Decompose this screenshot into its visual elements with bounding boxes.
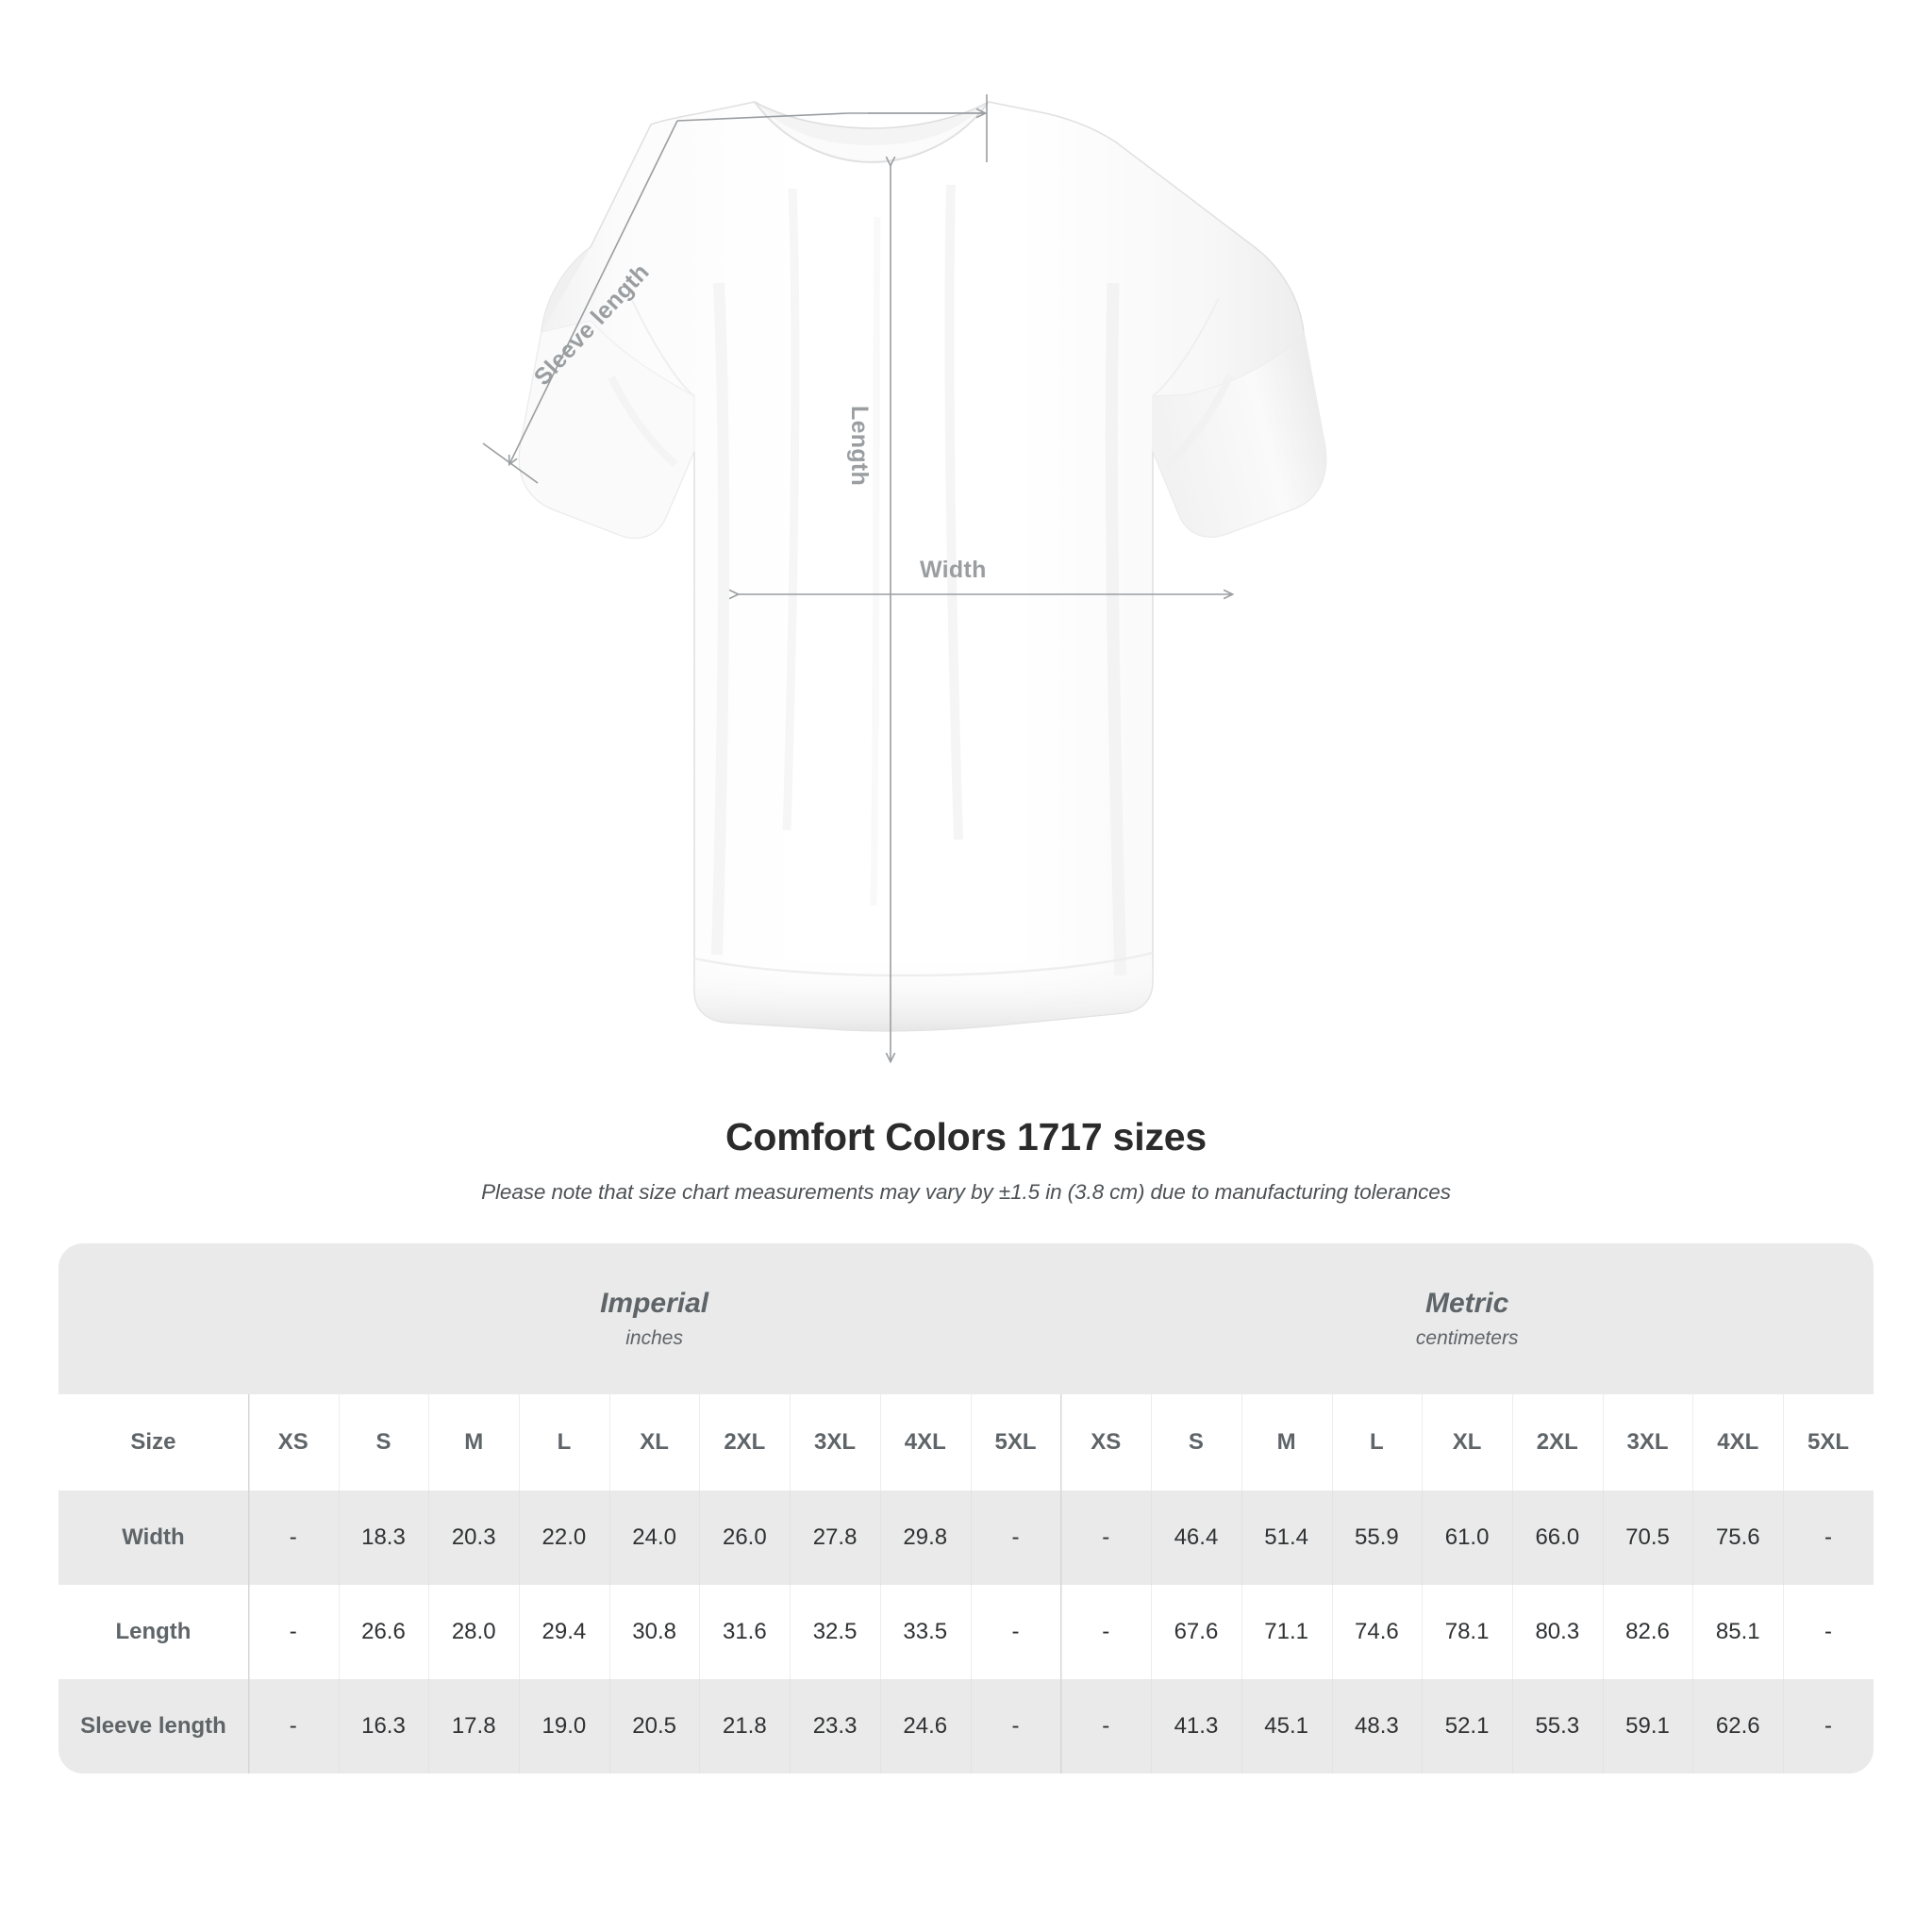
measurement-lines	[482, 94, 1932, 1113]
cell-length-imperial-s: 26.6	[338, 1585, 429, 1679]
cell-sleeve-metric-l: 48.3	[1331, 1679, 1423, 1774]
cell-length-metric-xs: -	[1060, 1585, 1152, 1679]
size-header-row: Size XS S M L XL 2XL 3XL 4XL 5XL XS S M …	[58, 1394, 1874, 1491]
cell-sleeve-metric-m: 45.1	[1241, 1679, 1332, 1774]
size-header-imperial-xl: XL	[608, 1394, 700, 1491]
cell-length-metric-s: 67.6	[1151, 1585, 1241, 1679]
cell-width-imperial-2xl: 26.0	[699, 1491, 791, 1585]
cell-width-imperial-s: 18.3	[338, 1491, 429, 1585]
chart-heading-block: Comfort Colors 1717 sizes Please note th…	[0, 1115, 1932, 1205]
cell-width-imperial-m: 20.3	[428, 1491, 520, 1585]
cell-sleeve-imperial-4xl: 24.6	[879, 1679, 971, 1774]
cell-width-metric-l: 55.9	[1331, 1491, 1423, 1585]
cell-sleeve-imperial-s: 16.3	[338, 1679, 429, 1774]
cell-length-metric-4xl: 85.1	[1692, 1585, 1784, 1679]
cell-sleeve-imperial-2xl: 21.8	[699, 1679, 791, 1774]
unit-header-row: Imperial inches Metric centimeters	[58, 1243, 1874, 1394]
cell-width-metric-xl: 61.0	[1422, 1491, 1512, 1585]
size-header-imperial-3xl: 3XL	[790, 1394, 880, 1491]
cell-length-imperial-xl: 30.8	[608, 1585, 700, 1679]
table-row: Length - 26.6 28.0 29.4 30.8 31.6 32.5 3…	[58, 1585, 1874, 1679]
cell-length-imperial-xs: -	[247, 1585, 339, 1679]
cell-sleeve-imperial-3xl: 23.3	[790, 1679, 880, 1774]
cell-sleeve-metric-xs: -	[1060, 1679, 1152, 1774]
length-label: Length	[846, 406, 873, 487]
width-label: Width	[920, 557, 987, 583]
cell-width-metric-xs: -	[1060, 1491, 1152, 1585]
page-title: Comfort Colors 1717 sizes	[725, 1115, 1207, 1158]
cell-sleeve-imperial-xl: 20.5	[608, 1679, 700, 1774]
unit-name-imperial: Imperial	[600, 1288, 709, 1320]
tshirt-diagram: Sleeve length Length Width	[482, 94, 1932, 1113]
size-header-metric-2xl: 2XL	[1511, 1394, 1603, 1491]
size-header-imperial-2xl: 2XL	[699, 1394, 791, 1491]
size-header-imperial-s: S	[338, 1394, 429, 1491]
cell-sleeve-imperial-xs: -	[247, 1679, 339, 1774]
cell-width-metric-4xl: 75.6	[1692, 1491, 1784, 1585]
table-row: Width - 18.3 20.3 22.0 24.0 26.0 27.8 29…	[58, 1491, 1874, 1585]
unit-sub-imperial: inches	[625, 1326, 683, 1349]
size-header-metric-4xl: 4XL	[1692, 1394, 1784, 1491]
cell-length-imperial-4xl: 33.5	[879, 1585, 971, 1679]
unit-name-metric: Metric	[1425, 1288, 1509, 1320]
cell-width-metric-3xl: 70.5	[1602, 1491, 1693, 1585]
size-header-metric-s: S	[1151, 1394, 1241, 1491]
cell-sleeve-imperial-m: 17.8	[428, 1679, 520, 1774]
size-header-imperial-m: M	[428, 1394, 520, 1491]
cell-sleeve-metric-s: 41.3	[1151, 1679, 1241, 1774]
size-header-metric-xs: XS	[1060, 1394, 1152, 1491]
cell-length-metric-3xl: 82.6	[1602, 1585, 1693, 1679]
unit-header-metric: Metric centimeters	[1060, 1243, 1874, 1394]
row-label-width: Width	[58, 1491, 248, 1585]
cell-length-metric-2xl: 80.3	[1511, 1585, 1603, 1679]
row-label-length: Length	[58, 1585, 248, 1679]
cell-width-metric-s: 46.4	[1151, 1491, 1241, 1585]
cell-length-imperial-3xl: 32.5	[790, 1585, 880, 1679]
table-row: Sleeve length - 16.3 17.8 19.0 20.5 21.8…	[58, 1679, 1874, 1774]
size-header-imperial-4xl: 4XL	[879, 1394, 971, 1491]
size-header-imperial-l: L	[519, 1394, 609, 1491]
size-header-metric-5xl: 5XL	[1783, 1394, 1874, 1491]
size-chart-table: Imperial inches Metric centimeters Size …	[58, 1243, 1874, 1774]
cell-sleeve-metric-3xl: 59.1	[1602, 1679, 1693, 1774]
cell-sleeve-metric-4xl: 62.6	[1692, 1679, 1784, 1774]
cell-width-imperial-xs: -	[247, 1491, 339, 1585]
unit-sub-metric: centimeters	[1415, 1326, 1519, 1349]
cell-length-imperial-m: 28.0	[428, 1585, 520, 1679]
tshirt-illustration: Sleeve length Length Width	[482, 94, 1932, 1113]
cell-width-metric-2xl: 66.0	[1511, 1491, 1603, 1585]
cell-sleeve-imperial-l: 19.0	[519, 1679, 609, 1774]
cell-length-metric-l: 74.6	[1331, 1585, 1423, 1679]
tolerance-note: Please note that size chart measurements…	[481, 1180, 1451, 1204]
cell-sleeve-metric-5xl: -	[1783, 1679, 1874, 1774]
cell-length-metric-xl: 78.1	[1422, 1585, 1512, 1679]
cell-width-imperial-5xl: -	[970, 1491, 1061, 1585]
cell-length-imperial-5xl: -	[970, 1585, 1061, 1679]
size-header-metric-3xl: 3XL	[1602, 1394, 1693, 1491]
tshirt-graphic	[518, 101, 1327, 1032]
cell-length-metric-m: 71.1	[1241, 1585, 1332, 1679]
cell-width-metric-m: 51.4	[1241, 1491, 1332, 1585]
size-header-metric-xl: XL	[1422, 1394, 1512, 1491]
size-header-imperial-5xl: 5XL	[970, 1394, 1061, 1491]
cell-width-metric-5xl: -	[1783, 1491, 1874, 1585]
row-label-sleeve-length: Sleeve length	[58, 1679, 248, 1774]
size-column-header: Size	[58, 1394, 248, 1491]
size-header-metric-m: M	[1241, 1394, 1332, 1491]
size-header-metric-l: L	[1331, 1394, 1423, 1491]
cell-width-imperial-4xl: 29.8	[879, 1491, 971, 1585]
cell-length-imperial-l: 29.4	[519, 1585, 609, 1679]
cell-width-imperial-l: 22.0	[519, 1491, 609, 1585]
cell-sleeve-metric-2xl: 55.3	[1511, 1679, 1603, 1774]
cell-width-imperial-3xl: 27.8	[790, 1491, 880, 1585]
size-header-imperial-xs: XS	[247, 1394, 339, 1491]
cell-sleeve-metric-xl: 52.1	[1422, 1679, 1512, 1774]
unit-header-spacer	[58, 1243, 248, 1394]
size-chart-table-container: Imperial inches Metric centimeters Size …	[58, 1243, 1874, 1774]
unit-header-imperial: Imperial inches	[247, 1243, 1061, 1394]
cell-length-imperial-2xl: 31.6	[699, 1585, 791, 1679]
cell-sleeve-imperial-5xl: -	[970, 1679, 1061, 1774]
cell-width-imperial-xl: 24.0	[608, 1491, 700, 1585]
cell-length-metric-5xl: -	[1783, 1585, 1874, 1679]
